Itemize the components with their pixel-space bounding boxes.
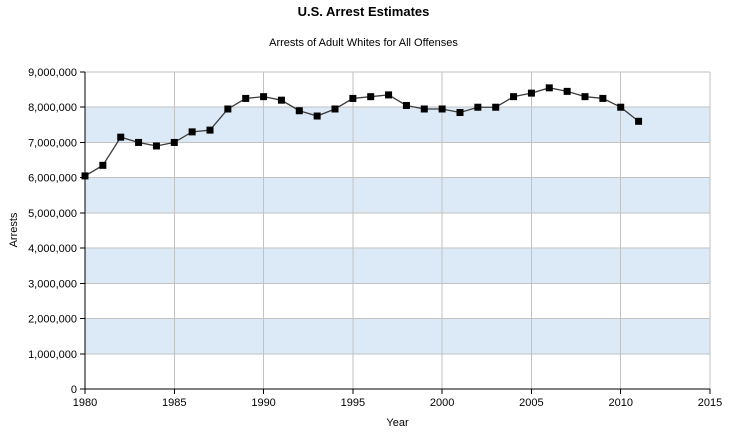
data-point-1999 (420, 105, 428, 113)
data-point-2008 (581, 93, 589, 101)
x-axis-label: Year (386, 417, 409, 429)
y-tick-label: 0 (71, 384, 77, 396)
x-tick-label: 1985 (162, 397, 186, 409)
x-tick-label: 2010 (608, 397, 632, 409)
x-tick-label: 2015 (698, 397, 722, 409)
data-point-1993 (313, 112, 321, 120)
data-point-1981 (99, 161, 107, 169)
data-point-2003 (492, 103, 500, 111)
data-point-1984 (152, 142, 160, 150)
plot-band (85, 248, 710, 284)
y-tick-label: 2,000,000 (28, 314, 77, 326)
data-point-2006 (545, 84, 553, 92)
data-point-1987 (206, 126, 214, 134)
x-tick-label: 1990 (251, 397, 275, 409)
x-tick-label: 1995 (341, 397, 365, 409)
y-tick-label: 4,000,000 (28, 243, 77, 255)
data-point-2007 (563, 87, 571, 95)
data-point-2009 (599, 94, 607, 102)
x-tick-label: 2000 (430, 397, 454, 409)
data-point-1998 (402, 101, 410, 109)
data-point-1986 (188, 128, 196, 136)
data-point-1995 (349, 94, 357, 102)
data-point-1997 (385, 91, 393, 99)
y-tick-label: 9,000,000 (28, 67, 77, 79)
data-point-2010 (617, 103, 625, 111)
data-point-1994 (331, 105, 339, 113)
data-point-2005 (527, 89, 535, 97)
data-point-2000 (438, 105, 446, 113)
y-tick-label: 7,000,000 (28, 137, 77, 149)
chart-subtitle: Arrests of Adult Whites for All Offenses (269, 37, 458, 49)
x-tick-label: 2005 (519, 397, 543, 409)
x-tick-label: 1980 (73, 397, 97, 409)
page-title: U.S. Arrest Estimates (297, 4, 430, 19)
plot-band (85, 318, 710, 354)
y-tick-label: 6,000,000 (28, 173, 77, 185)
data-point-2001 (456, 109, 464, 117)
y-tick-label: 8,000,000 (28, 102, 77, 114)
plot-band (85, 107, 710, 143)
data-point-1991 (277, 96, 285, 104)
data-point-1989 (242, 94, 250, 102)
data-point-1988 (224, 105, 232, 113)
data-point-1992 (295, 107, 303, 115)
data-point-2004 (510, 93, 518, 101)
data-point-1983 (135, 138, 143, 146)
data-point-2002 (474, 103, 482, 111)
y-tick-label: 3,000,000 (28, 278, 77, 290)
data-point-1996 (367, 93, 375, 101)
plot-band (85, 177, 710, 213)
data-point-1982 (117, 133, 125, 141)
data-point-1990 (260, 93, 268, 101)
y-tick-label: 5,000,000 (28, 208, 77, 220)
data-point-1980 (81, 172, 89, 180)
data-point-2011 (635, 117, 643, 125)
y-tick-label: 1,000,000 (28, 349, 77, 361)
data-point-1985 (170, 138, 178, 146)
